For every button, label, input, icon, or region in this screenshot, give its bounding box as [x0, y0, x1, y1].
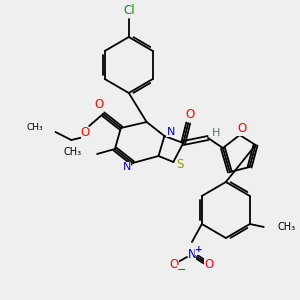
Text: H: H [212, 128, 220, 138]
Text: O: O [169, 257, 179, 271]
Text: CH₃: CH₃ [278, 222, 296, 232]
Text: O: O [204, 257, 213, 271]
Text: S: S [176, 158, 184, 172]
Text: +: + [195, 245, 203, 254]
Text: CH₃: CH₃ [63, 147, 81, 157]
Text: O: O [237, 122, 246, 136]
Text: O: O [81, 127, 90, 140]
Text: N: N [167, 127, 175, 137]
Text: N: N [188, 248, 196, 260]
Text: Cl: Cl [123, 4, 135, 17]
Text: O: O [94, 98, 104, 110]
Text: O: O [186, 107, 195, 121]
Text: −: − [177, 265, 187, 275]
Text: CH₃: CH₃ [27, 124, 44, 133]
Text: N: N [122, 162, 131, 172]
